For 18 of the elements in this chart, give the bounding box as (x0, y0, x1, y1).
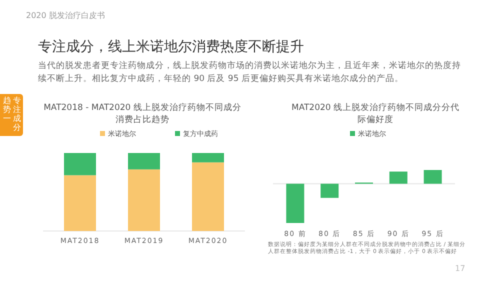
bar (128, 169, 160, 231)
text: 2020 脱发治疗白皮书 (26, 10, 105, 21)
text: 专注成分 (12, 96, 22, 132)
chart-title: MAT2020 线上脱发治疗药物不同成分分代际偏好度 (290, 102, 460, 126)
text: 当代的脱发患者更专注药物成分，线上脱发药物市场的消费以米诺地尔为主，且近年来，米诺地尔的热度持续不断上升。相比复方中成药，年轻的 90 后及 95 后更偏好购买具有米诺地尔成分的产品。 (38, 60, 462, 86)
bar (320, 184, 339, 198)
text: 17 (455, 264, 466, 273)
bar (424, 170, 442, 184)
bar (192, 153, 224, 162)
bar (389, 172, 408, 184)
bar (64, 175, 96, 231)
bar (192, 162, 224, 231)
bar (64, 153, 96, 176)
bar (286, 184, 304, 223)
chart-title: MAT2018 - MAT2020 线上脱发治疗药物不同成分消费占比趋势 (42, 102, 242, 126)
bar (128, 153, 160, 170)
text: 趋势一 (2, 96, 12, 123)
text: 专注成分，线上米诺地尔消费热度不断提升 (38, 38, 304, 56)
